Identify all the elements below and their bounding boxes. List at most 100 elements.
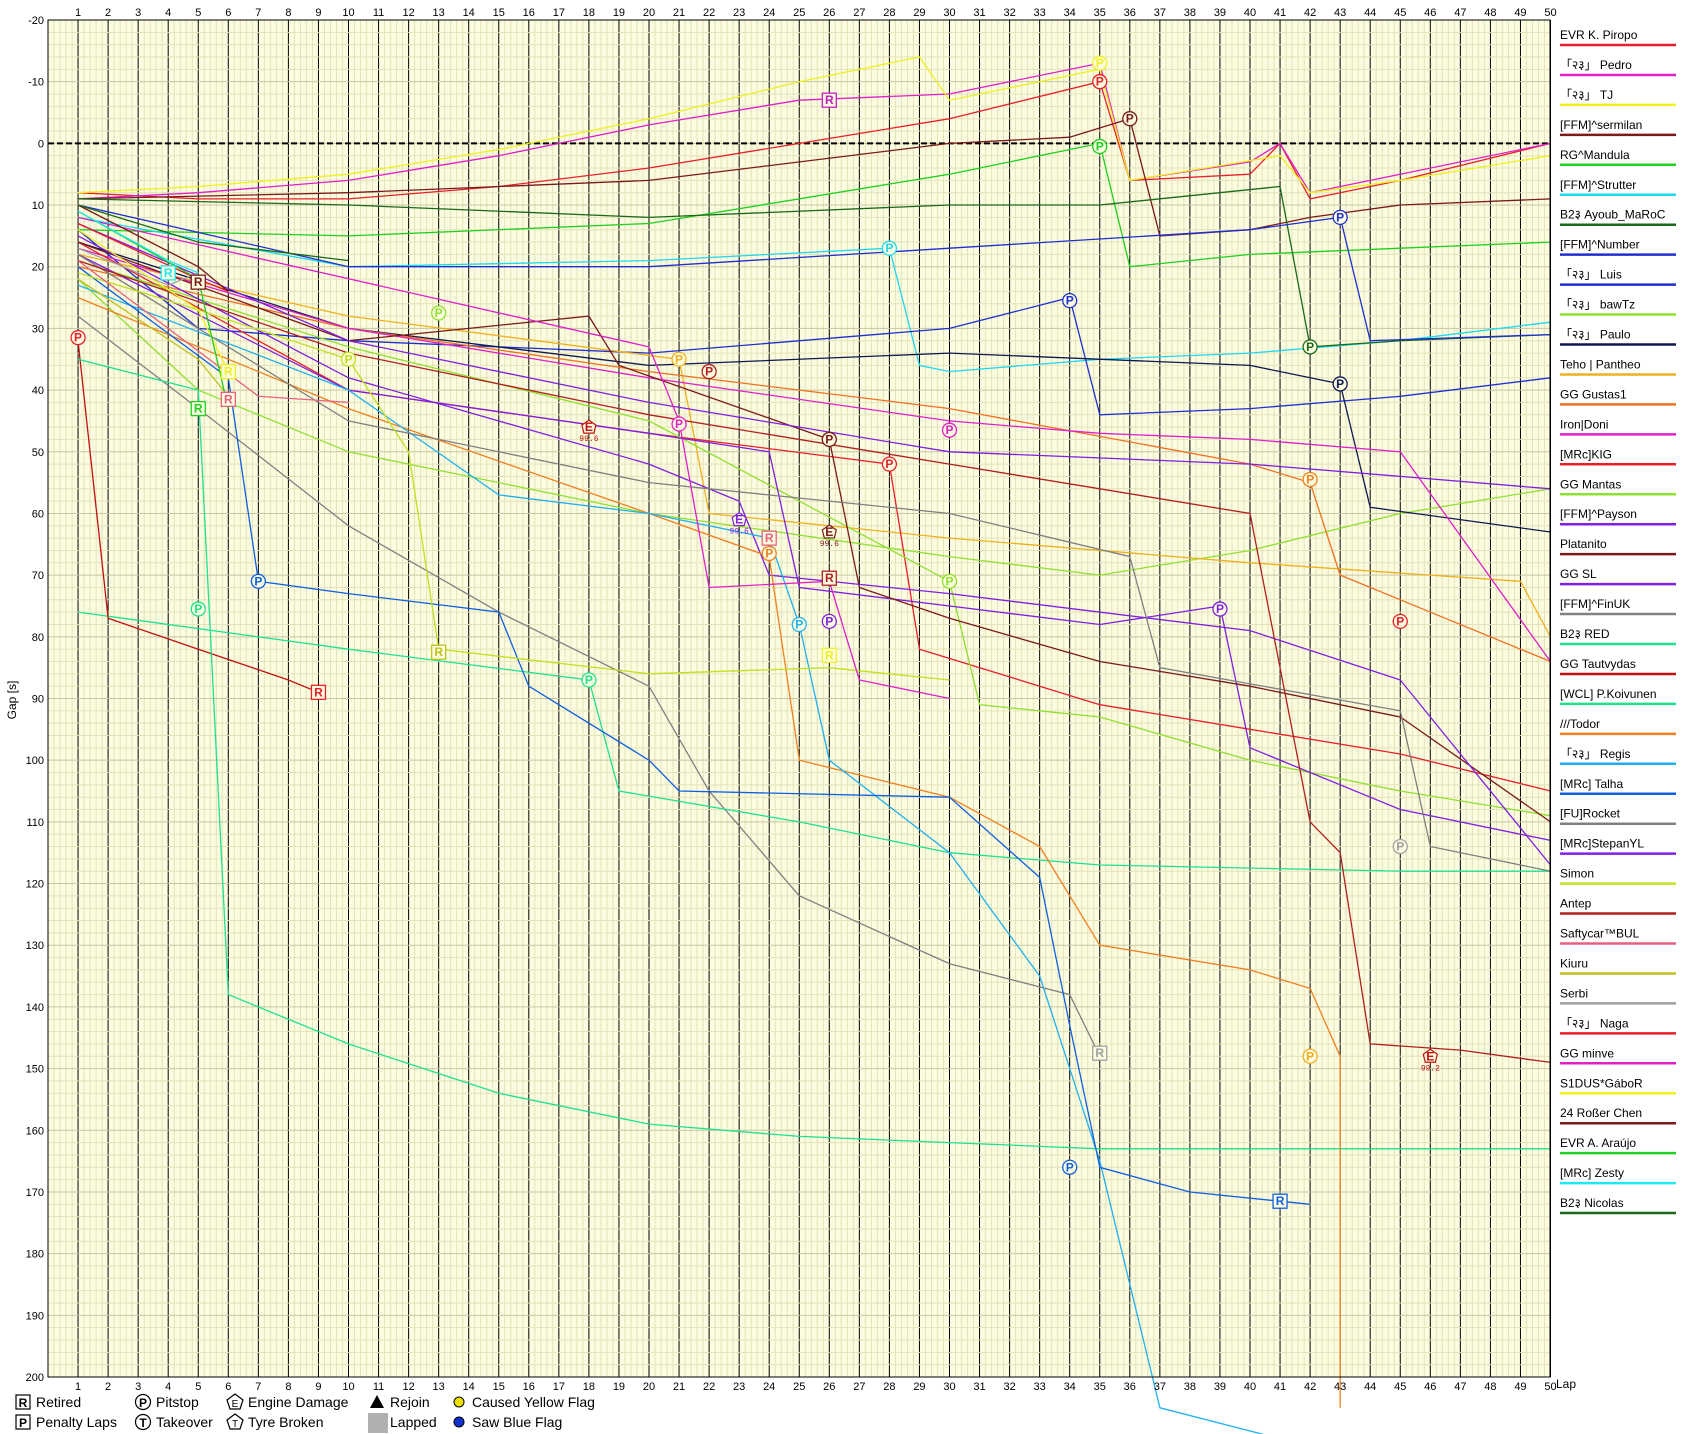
retired-marker xyxy=(310,684,327,700)
x-tick-label: 4 xyxy=(165,7,171,19)
legend-label: GG minve xyxy=(1560,1046,1614,1060)
y-tick-label: 80 xyxy=(32,632,44,644)
marker-letter: P xyxy=(675,417,683,431)
legend-label: [FFM]^Strutter xyxy=(1560,178,1636,192)
pitstop-marker xyxy=(190,601,206,617)
x-tick-label: 41 xyxy=(1274,7,1286,19)
key-symbol-letter: T xyxy=(139,1416,147,1430)
pitstop-marker xyxy=(1302,339,1318,355)
x-tick-label: 33 xyxy=(1034,1381,1046,1393)
x-tick-label: 7 xyxy=(255,7,261,19)
key-label: Caused Yellow Flag xyxy=(472,1394,595,1410)
y-tick-label: 60 xyxy=(32,508,44,520)
x-tick-label: 36 xyxy=(1124,1381,1136,1393)
legend-label: Kiuru xyxy=(1560,956,1588,970)
x-tick-label: 42 xyxy=(1304,1381,1316,1393)
x-tick-label: 11 xyxy=(373,7,384,19)
retired-marker xyxy=(761,530,777,546)
series-line xyxy=(77,611,1551,872)
key-label: Takeover xyxy=(156,1414,213,1430)
x-tick-label: 25 xyxy=(793,7,805,19)
x-tick-label: 22 xyxy=(703,7,715,19)
y-tick-label: -20 xyxy=(28,15,44,27)
legend-label: S1DUS*GáboR xyxy=(1560,1076,1643,1090)
y-tick-label: 140 xyxy=(26,1002,44,1014)
marker-letter: P xyxy=(945,574,953,588)
legend-label: RG^Mandula xyxy=(1560,148,1630,162)
marker-letter: R xyxy=(164,266,173,280)
series-line xyxy=(77,229,229,372)
x-tick-label: 26 xyxy=(823,1381,835,1393)
marker-letter: R xyxy=(1276,1194,1285,1208)
x-tick-label: 47 xyxy=(1454,7,1466,19)
x-tick-label: 34 xyxy=(1064,7,1076,19)
legend-label: [MRc]KIG xyxy=(1560,447,1612,461)
legend-label: 「२३」 Pedro xyxy=(1560,58,1632,72)
x-tick-label: 46 xyxy=(1424,7,1436,19)
legend-label: 「२३」 Regis xyxy=(1560,747,1631,761)
series-line xyxy=(77,216,1551,373)
marker-letter: R xyxy=(194,275,203,289)
legend-label: [FFM]^Number xyxy=(1560,238,1640,252)
x-tick-label: 22 xyxy=(703,1381,715,1393)
x-tick-label: 14 xyxy=(463,1381,475,1393)
x-tick-label: 18 xyxy=(583,1381,595,1393)
x-tick-label: 8 xyxy=(285,7,291,19)
key-square-symbol xyxy=(15,1394,31,1410)
x-tick-label: 39 xyxy=(1214,7,1226,19)
legend-label: [FFM]^Payson xyxy=(1560,507,1637,521)
series-line xyxy=(77,185,1551,348)
pitstop-marker xyxy=(881,456,898,472)
retired-marker xyxy=(220,391,236,407)
legend-label: [WCL] P.Koivunen xyxy=(1560,687,1657,701)
marker-letter: P xyxy=(885,457,893,471)
series-line xyxy=(77,315,1101,1057)
x-tick-label: 14 xyxy=(463,7,475,19)
legend-label: Simon xyxy=(1560,867,1594,881)
marker-letter: P xyxy=(1396,614,1404,628)
x-tick-label: 27 xyxy=(853,1381,865,1393)
marker-letter: P xyxy=(885,241,893,255)
x-tick-label: 49 xyxy=(1514,1381,1526,1393)
pitstop-marker xyxy=(1302,1048,1318,1064)
x-tick-label: 21 xyxy=(673,1381,685,1393)
legend-label: GG SL xyxy=(1560,567,1597,581)
legend-label: GG Mantas xyxy=(1560,477,1621,491)
series-line xyxy=(77,62,1551,200)
x-tick-label: 29 xyxy=(913,7,925,19)
marker-value: 99.6 xyxy=(730,528,749,537)
x-tick-label: 38 xyxy=(1184,7,1196,19)
pitstop-marker xyxy=(70,330,86,346)
series-line xyxy=(77,235,1552,866)
x-tick-label: 15 xyxy=(493,1381,505,1393)
legend-label: 「२३」 bawTz xyxy=(1560,298,1635,312)
pitstop-marker xyxy=(250,573,267,589)
x-tick-label: 42 xyxy=(1304,7,1316,19)
key-label: Penalty Laps xyxy=(36,1414,117,1430)
key-symbol-letter: E xyxy=(232,1399,239,1410)
legend-label: [FU]Rocket xyxy=(1560,807,1621,821)
marker-letter: R xyxy=(765,531,774,545)
y-tick-label: 90 xyxy=(32,694,44,706)
x-tick-label: 45 xyxy=(1394,7,1406,19)
y-tick-label: 0 xyxy=(38,138,44,150)
engine-damage-marker xyxy=(581,419,597,434)
x-tick-label: 23 xyxy=(733,1381,745,1393)
x-tick-label: 35 xyxy=(1094,7,1106,19)
x-tick-label: 20 xyxy=(643,1381,655,1393)
y-tick-labels: -20 -10 0 10 20 30 40 50 60 70 80 90 100 110 120 130 140… xyxy=(26,15,44,1384)
pitstop-marker xyxy=(340,351,357,367)
plot-frame xyxy=(47,19,1551,1378)
marker-letter: P xyxy=(435,306,443,320)
marker-letter: P xyxy=(1306,340,1314,354)
legend-label: 「२३」 Luis xyxy=(1560,268,1622,282)
legend: EVR K. Piropo 「२३」 Pedro 「२३」 TJ [FFM]^serm… xyxy=(1560,28,1676,1215)
x-tick-label: 6 xyxy=(225,1381,231,1393)
legend-label: GG Gustas1 xyxy=(1560,387,1627,401)
pitstop-marker xyxy=(1092,74,1108,90)
series-line xyxy=(77,56,1551,194)
x-tick-label: 18 xyxy=(583,7,595,19)
x-tick-label: 2 xyxy=(105,1381,111,1393)
x-tick-label: 13 xyxy=(433,1381,445,1393)
